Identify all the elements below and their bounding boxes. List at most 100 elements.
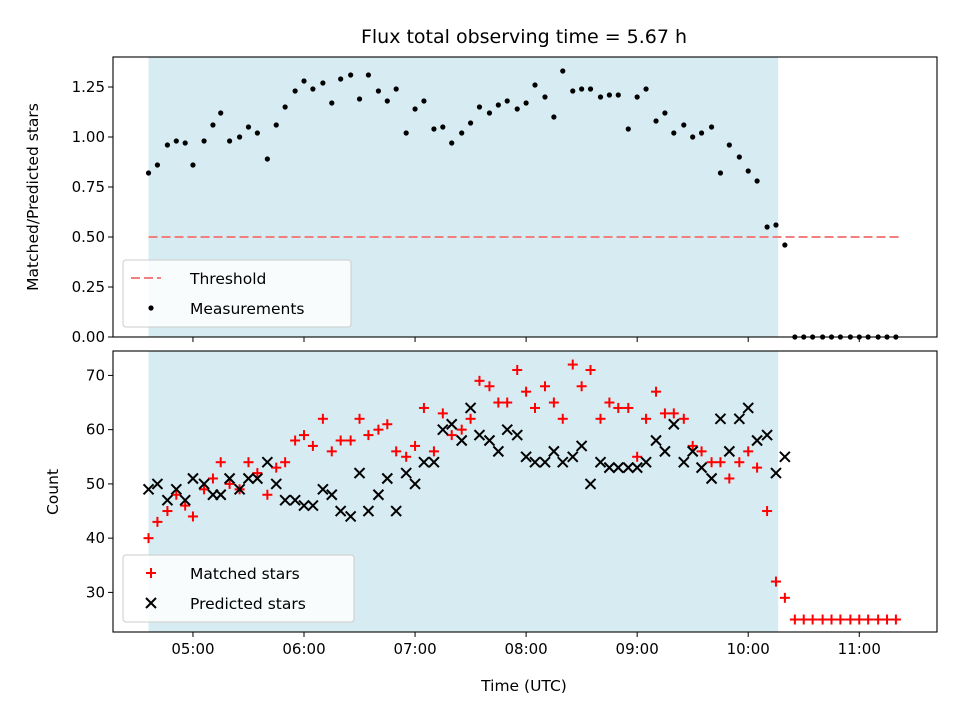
bottom-point <box>723 445 736 458</box>
top-point <box>467 120 474 126</box>
top-y-tick-label: 1.00 <box>72 128 105 146</box>
bottom-point <box>659 445 671 458</box>
top-point <box>570 88 576 94</box>
bottom-point <box>567 359 578 370</box>
top-point <box>615 92 621 98</box>
bottom-point <box>242 472 255 485</box>
bottom-point <box>162 506 173 517</box>
bottom-point <box>650 434 662 447</box>
top-point <box>254 130 260 136</box>
top-point <box>301 78 307 84</box>
bottom-point <box>152 516 163 527</box>
top-point <box>310 86 316 92</box>
bottom-point <box>714 413 727 425</box>
bottom-point <box>455 434 468 447</box>
bottom-point <box>529 402 540 413</box>
top-point <box>292 88 298 94</box>
bottom-y-tick-label: 30 <box>86 583 105 601</box>
bottom-point <box>651 386 662 397</box>
bottom-point <box>151 478 164 490</box>
bottom-point <box>751 434 763 447</box>
top-point <box>273 122 279 128</box>
top-point <box>403 130 409 136</box>
bottom-point <box>223 472 236 485</box>
bottom-point <box>289 494 301 506</box>
bottom-point <box>143 533 154 544</box>
bottom-point <box>171 489 182 500</box>
top-point <box>348 72 354 78</box>
bottom-point <box>372 489 385 501</box>
top-point <box>514 106 520 112</box>
bottom-x-tick-label: 07:00 <box>393 640 436 658</box>
top-point <box>356 96 363 102</box>
bottom-point <box>807 614 818 625</box>
top-point <box>384 98 390 104</box>
bottom-point <box>512 364 523 375</box>
top-point <box>671 130 677 136</box>
legend-label: Predicted stars <box>190 595 306 613</box>
bottom-point <box>576 381 587 392</box>
bottom-series-2 <box>142 402 791 523</box>
bottom-point <box>334 505 347 517</box>
top-legend: Threshold Measurements <box>122 259 352 328</box>
top-point <box>236 134 243 140</box>
bottom-point <box>473 429 486 441</box>
bottom-point <box>585 364 596 375</box>
top-point <box>365 72 372 78</box>
bottom-point <box>290 435 301 446</box>
bottom-point <box>668 418 680 430</box>
top-point <box>579 86 585 92</box>
top-point <box>440 124 446 130</box>
top-y-tick-label: 0.25 <box>72 278 105 296</box>
bottom-y-axis-label: Count <box>44 469 62 515</box>
legend-swatch <box>146 568 156 578</box>
top-point <box>717 170 724 176</box>
top-point <box>690 134 696 140</box>
top-point <box>486 110 493 116</box>
bottom-point <box>548 445 560 458</box>
top-point <box>245 124 252 130</box>
bottom-point <box>418 456 430 468</box>
bottom-x-tick-label: 06:00 <box>282 640 325 658</box>
top-point <box>754 178 760 184</box>
top-point <box>393 86 399 92</box>
top-point <box>532 82 538 88</box>
bottom-legend: Matched stars Predicted stars <box>122 554 355 623</box>
bottom-point <box>445 418 458 430</box>
top-point <box>662 110 668 116</box>
top-point <box>218 110 224 116</box>
bottom-point <box>641 413 652 424</box>
bottom-x-tick-label: 09:00 <box>616 640 659 658</box>
bottom-point <box>502 397 513 408</box>
bottom-point <box>511 429 523 441</box>
bottom-point <box>743 446 754 457</box>
bottom-point <box>279 494 291 506</box>
top-y-tick-label: 0.50 <box>72 228 105 246</box>
bottom-point <box>854 614 865 625</box>
top-y-axis-label: Matched/Predicted stars <box>24 103 42 291</box>
bottom-point <box>659 408 670 419</box>
top-point <box>523 100 529 106</box>
bottom-point <box>595 413 606 424</box>
bottom-axes-frame <box>112 350 938 633</box>
bottom-point <box>224 478 235 489</box>
bottom-point <box>437 423 449 436</box>
top-point <box>154 162 161 168</box>
bottom-point <box>882 614 893 625</box>
legend-label: Threshold <box>189 270 266 288</box>
bottom-x-tick-label: 08:00 <box>504 640 547 658</box>
bottom-point <box>215 457 226 468</box>
bottom-point <box>464 402 477 414</box>
top-point <box>375 88 382 94</box>
bottom-point <box>622 461 634 474</box>
bottom-x-axis-label: Time (UTC) <box>480 677 567 695</box>
bottom-point <box>187 511 198 522</box>
bottom-point <box>492 445 505 458</box>
top-point <box>653 118 659 124</box>
top-point <box>210 122 216 128</box>
bottom-point <box>798 614 809 625</box>
bottom-y-tick-label: 40 <box>86 529 105 547</box>
bottom-point <box>761 429 773 441</box>
bottom-point <box>252 468 263 479</box>
